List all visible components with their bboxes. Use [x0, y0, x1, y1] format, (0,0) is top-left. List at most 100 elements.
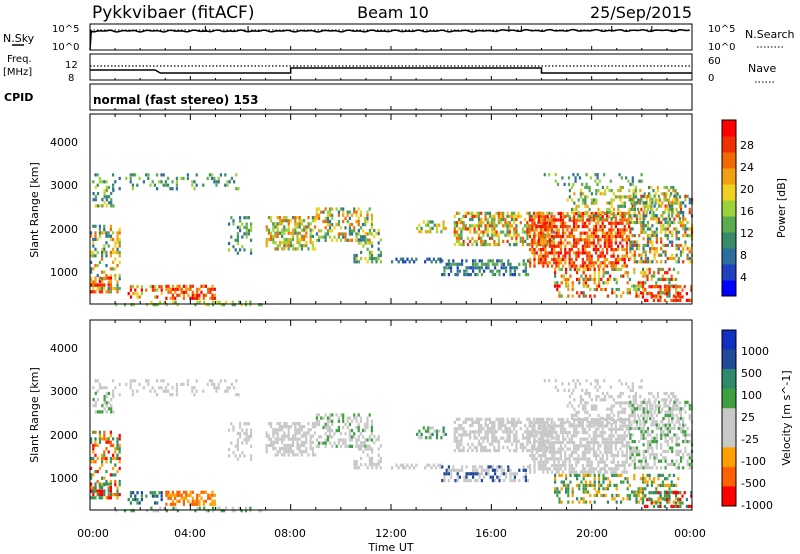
velocity-cell [218, 506, 221, 510]
power-cell [627, 179, 630, 183]
power-cell [625, 238, 628, 242]
freq-right-tick-high: 60 [708, 56, 721, 67]
velocity-cell [584, 447, 587, 451]
power-cell [621, 244, 624, 248]
velocity-cell [424, 436, 428, 440]
power-cell [368, 253, 371, 258]
power-cell [283, 225, 286, 229]
velocity-cell [353, 432, 356, 436]
power-cell [623, 201, 626, 205]
power-cell [576, 173, 579, 177]
power-cell [491, 217, 494, 222]
velocity-cell [568, 454, 571, 458]
velocity-cell [599, 423, 602, 427]
power-cell [130, 303, 133, 307]
velocity-cell [592, 467, 595, 471]
power-cell [556, 287, 559, 292]
velocity-cell [350, 435, 354, 439]
power-cell [581, 257, 584, 262]
velocity-cell [617, 401, 620, 405]
power-cell [526, 233, 529, 237]
velocity-cell [526, 427, 529, 431]
power-cell [584, 284, 587, 288]
velocity-cell [283, 431, 286, 435]
velocity-cell [675, 436, 678, 440]
power-cell [499, 221, 503, 225]
power-cell [285, 228, 288, 232]
power-cell [633, 260, 636, 264]
power-cell [364, 219, 367, 224]
power-cell [472, 269, 475, 273]
power-cell [90, 260, 93, 264]
velocity-cell [586, 450, 589, 454]
velocity-cell [496, 475, 499, 479]
power-cell [364, 235, 367, 239]
power-cell [138, 176, 141, 180]
velocity-cell [601, 440, 604, 445]
power-cell [116, 290, 119, 294]
power-cell [603, 238, 606, 242]
power-cell [599, 261, 602, 265]
power-cell [265, 241, 268, 245]
velocity-cell [542, 460, 545, 464]
power-cell [642, 224, 645, 228]
power-cell [666, 227, 669, 231]
velocity-cell [573, 470, 576, 474]
power-cell [337, 232, 340, 236]
velocity-cell [617, 493, 620, 498]
velocity-cell [317, 435, 321, 439]
power-cell [610, 228, 613, 232]
velocity-cell [226, 386, 229, 390]
power-cell [213, 293, 216, 297]
velocity-cell [348, 416, 351, 420]
power-cell [464, 211, 467, 215]
power-cell [300, 228, 303, 232]
power-cell [628, 287, 631, 292]
velocity-cell [608, 467, 611, 471]
velocity-cell [553, 463, 556, 468]
power-cell [633, 284, 636, 288]
power-cell [506, 224, 509, 228]
power-cell [588, 241, 591, 245]
power-cell [465, 266, 468, 270]
power-cell [497, 214, 500, 218]
power-cell [377, 241, 380, 245]
velocity-cell [575, 417, 578, 422]
power-cell [506, 221, 509, 225]
velocity-cell [283, 450, 286, 454]
power-cell [513, 211, 516, 215]
velocity-cell [664, 449, 667, 453]
velocity-cell [575, 431, 578, 435]
power-cell [588, 234, 591, 239]
velocity-cell [109, 492, 112, 496]
power-cell [105, 188, 108, 193]
velocity-cell [546, 449, 549, 453]
velocity-cell [601, 421, 604, 425]
power-cell [557, 261, 560, 265]
velocity-cell [678, 423, 681, 427]
velocity-cell [292, 453, 295, 457]
power-cell [560, 281, 563, 285]
velocity-cell [646, 466, 650, 470]
velocity-cell [628, 424, 631, 428]
velocity-cell [556, 493, 559, 498]
velocity-cell [637, 500, 640, 504]
power-cell [216, 300, 219, 304]
power-cell [208, 173, 211, 177]
power-cell [535, 251, 538, 255]
power-cell [551, 264, 554, 268]
velocity-cell [484, 449, 487, 453]
velocity-cell [575, 470, 578, 474]
power-cell [623, 231, 626, 235]
power-cell [677, 260, 680, 264]
power-cell [506, 230, 509, 234]
power-cell [592, 248, 595, 252]
power-cell [109, 283, 112, 287]
velocity-cell [265, 434, 268, 438]
velocity-cell [546, 421, 549, 425]
power-cell [644, 214, 647, 218]
power-cell [483, 269, 486, 273]
power-cell [660, 214, 663, 218]
power-cell [619, 241, 622, 245]
power-cell [612, 261, 615, 265]
